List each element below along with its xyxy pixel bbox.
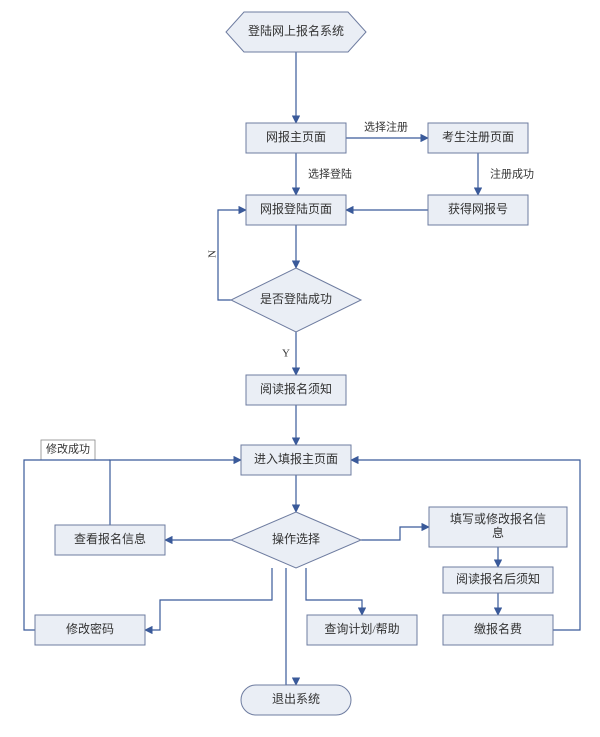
node-regid: 获得网报号 <box>428 195 528 225</box>
node-label: 获得网报号 <box>448 201 508 216</box>
edge-loginok-login <box>218 210 246 300</box>
node-label: 查询计划/帮助 <box>324 622 399 636</box>
edge-label: Y <box>282 348 290 360</box>
edge-viewinfo-fillhome <box>110 460 241 525</box>
node-label: 修改密码 <box>66 621 114 636</box>
node-notice: 阅读报名须知 <box>246 375 346 405</box>
node-login: 网报登陆页面 <box>246 195 346 225</box>
node-label: 进入填报主页面 <box>254 451 338 466</box>
node-label: 息 <box>492 525 504 540</box>
node-editinfo: 填写或修改报名信息 <box>429 507 567 547</box>
node-loginok: 是否登陆成功 <box>231 268 361 332</box>
node-label: 网报登陆页面 <box>260 201 332 216</box>
node-label: 退出系统 <box>272 692 320 706</box>
node-opsel: 操作选择 <box>231 512 361 568</box>
node-label: 考生注册页面 <box>442 129 514 144</box>
node-regpage: 考生注册页面 <box>428 123 528 153</box>
edge-opsel-chgpwd <box>145 568 272 630</box>
node-label: 阅读报名须知 <box>260 381 332 396</box>
node-queryhelp: 查询计划/帮助 <box>307 615 417 645</box>
edge-label: 选择登陆 <box>308 167 352 181</box>
edge-label: 选择注册 <box>364 120 408 134</box>
node-label: 填写或修改报名信 <box>450 511 546 526</box>
node-postnote: 阅读报名后须知 <box>443 567 553 593</box>
node-home: 网报主页面 <box>246 123 346 153</box>
node-exit: 退出系统 <box>241 685 351 715</box>
node-label: 网报主页面 <box>266 129 326 144</box>
edge-opsel-exit <box>286 568 296 685</box>
node-start: 登陆网上报名系统 <box>226 12 366 52</box>
edge-opsel-editinfo <box>361 527 429 540</box>
node-label: 登陆网上报名系统 <box>248 23 344 38</box>
node-fillhome: 进入填报主页面 <box>241 445 351 475</box>
node-label: 是否登陆成功 <box>260 291 332 306</box>
node-label: 操作选择 <box>272 531 320 546</box>
node-chgpwd: 修改密码 <box>35 615 145 645</box>
flowchart-canvas: 选择注册选择登陆 注册成功 N Y 修改成功 登陆网上报名系统网报主页面 考生注册页面获得网… <box>0 0 600 737</box>
edge-opsel-queryhelp <box>306 568 362 615</box>
node-payfee: 缴报名费 <box>443 615 553 645</box>
edge-label: 修改成功 <box>46 442 90 456</box>
node-label: 缴报名费 <box>474 621 522 636</box>
node-viewinfo: 查看报名信息 <box>55 525 165 555</box>
node-label: 阅读报名后须知 <box>456 571 540 586</box>
node-label: 查看报名信息 <box>74 531 146 546</box>
edge-label: 注册成功 <box>490 167 534 181</box>
edge-label: N <box>207 250 219 258</box>
